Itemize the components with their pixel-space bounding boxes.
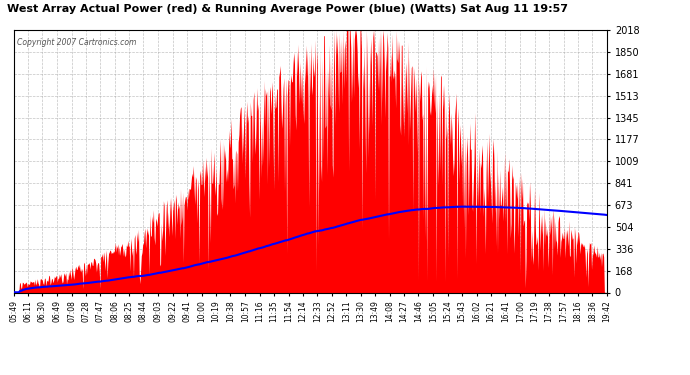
Text: West Array Actual Power (red) & Running Average Power (blue) (Watts) Sat Aug 11 : West Array Actual Power (red) & Running …: [7, 4, 568, 14]
Text: Copyright 2007 Cartronics.com: Copyright 2007 Cartronics.com: [17, 38, 136, 47]
